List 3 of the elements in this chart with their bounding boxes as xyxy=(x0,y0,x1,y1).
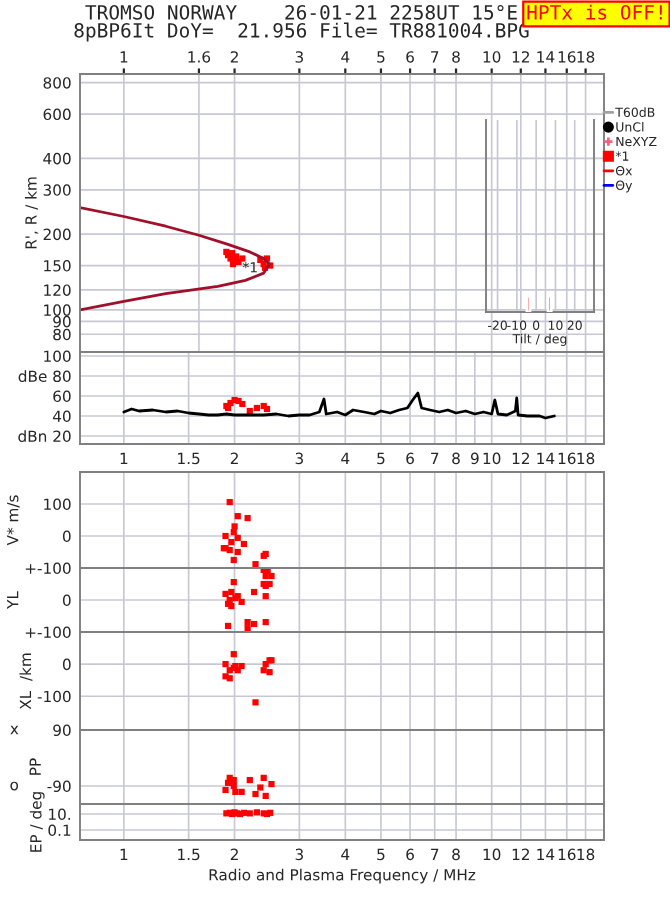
chart-title: TROMSO NORWAY 26-01-21 2258UT 15°E xyxy=(85,4,517,20)
text: HPTx is OFF! xyxy=(527,4,662,20)
chart-subtitle: 8pBP6It DoY= 21.956 File= TR881004.BPG xyxy=(74,22,529,42)
